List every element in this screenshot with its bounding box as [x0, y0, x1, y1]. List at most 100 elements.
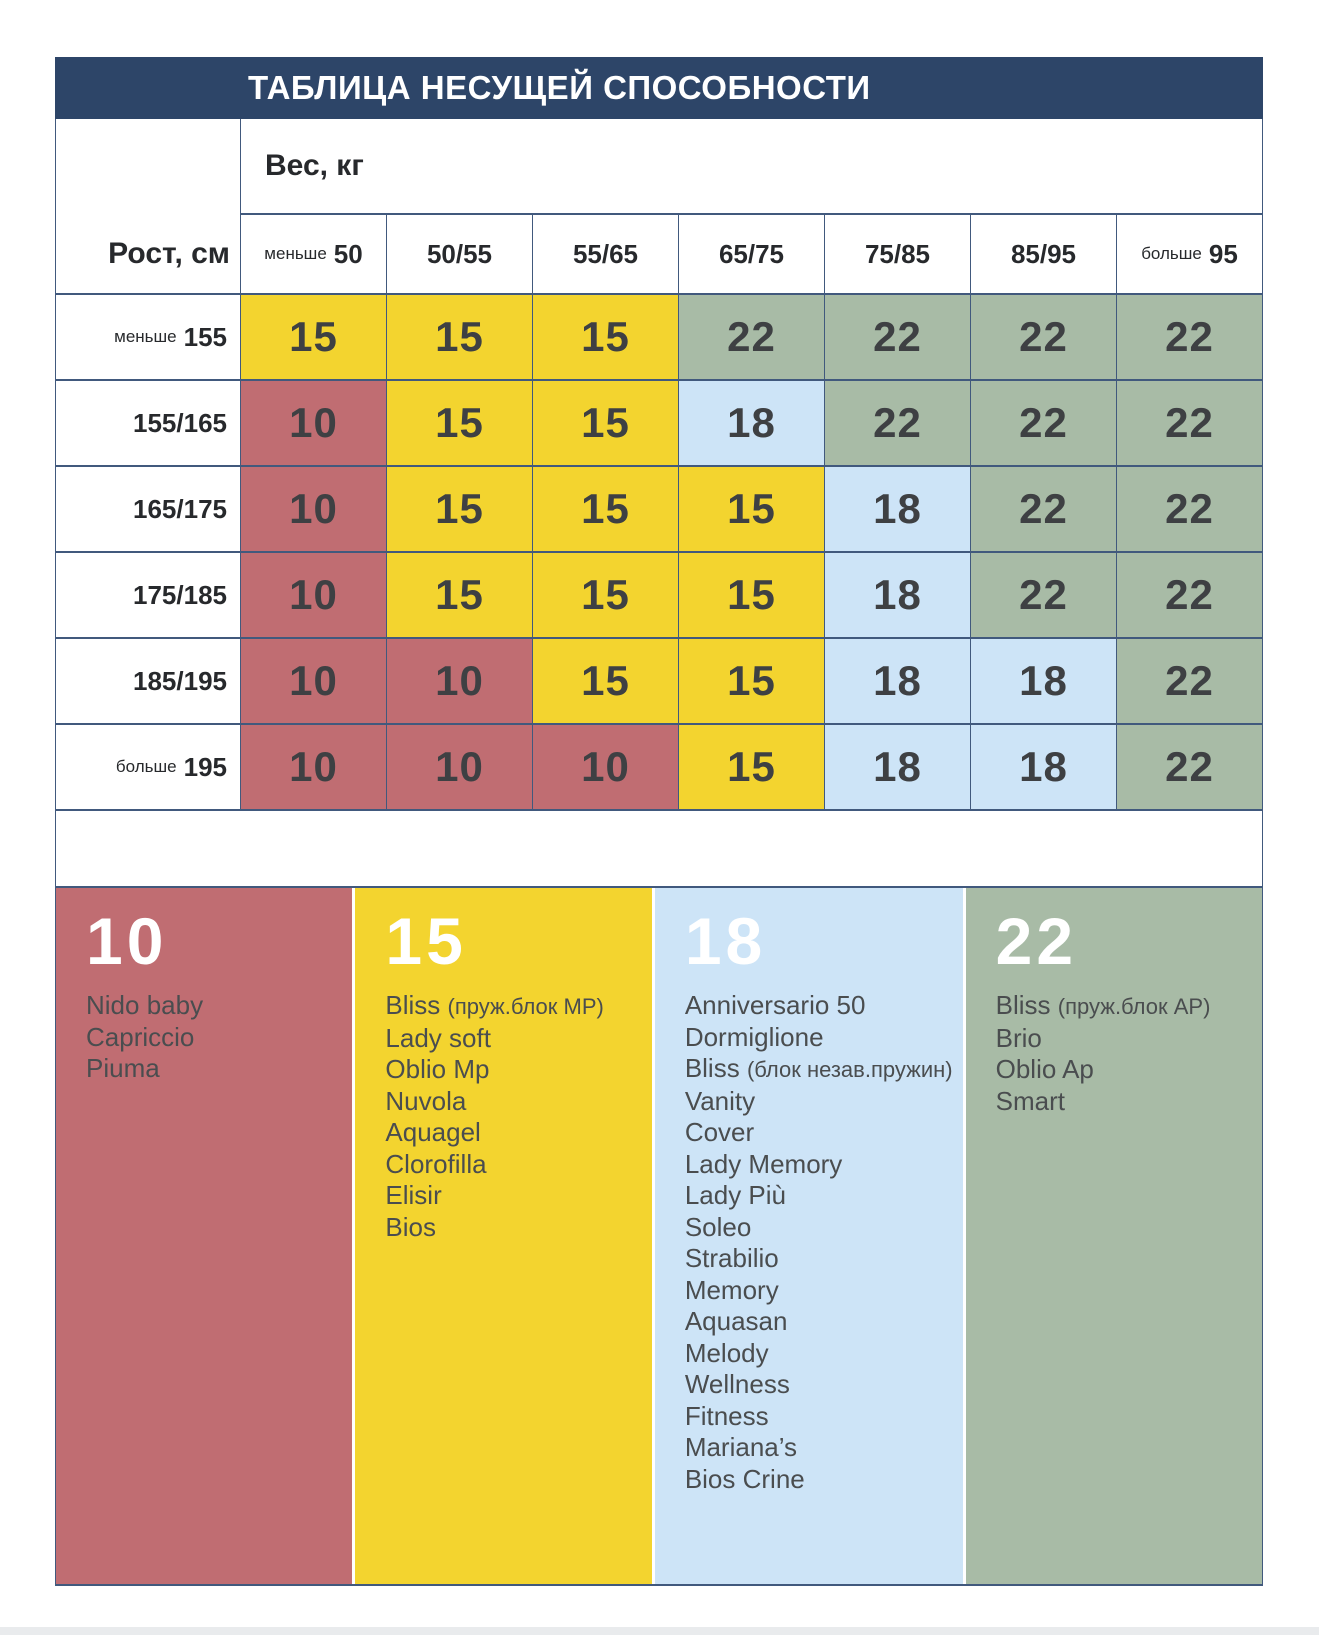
legend-product: Cover — [684, 1117, 755, 1147]
legend-product: Lady Memory — [684, 1148, 843, 1179]
height-row-label: 185/195 — [56, 639, 241, 723]
page: ТАБЛИЦА НЕСУЩЕЙ СПОСОБНОСТИ Вес, кг Рост… — [55, 57, 1263, 1586]
capacity-cell: 10 — [241, 553, 387, 637]
capacity-cell: 15 — [679, 639, 825, 723]
legend-product: Bliss (пруж.блок MP) — [385, 990, 604, 1020]
label-main: 165/175 — [133, 493, 227, 524]
table-row: 155/165 10 15 15 18 22 22 22 — [56, 381, 1262, 467]
height-axis-label: Рост, см — [56, 215, 241, 293]
legend-product-list: Nido baby Capriccio Piuma — [86, 990, 342, 1085]
height-row-label: 175/185 — [56, 553, 241, 637]
legend-product: Fitness — [684, 1400, 769, 1431]
legend-product: Dormiglione — [684, 1021, 824, 1052]
legend-product: Memory — [684, 1274, 779, 1305]
capacity-cell: 22 — [1117, 553, 1262, 637]
capacity-cell: 18 — [971, 725, 1117, 809]
legend-value: 15 — [385, 904, 467, 978]
legend-product: Bios — [385, 1211, 436, 1242]
label-main: 155 — [183, 321, 227, 352]
capacity-cell: 10 — [387, 725, 533, 809]
label-main: 195 — [183, 751, 227, 782]
capacity-cell: 10 — [533, 725, 679, 809]
legend-product: Wellness — [684, 1369, 790, 1399]
capacity-cell: 18 — [825, 725, 971, 809]
capacity-cell: 10 — [241, 381, 387, 465]
label-main: 75/85 — [864, 238, 931, 269]
label-main: 95 — [1208, 238, 1238, 269]
weight-axis-label: Вес, кг — [241, 119, 1262, 215]
label-main: 65/75 — [718, 238, 785, 269]
table-row: 165/175 10 15 15 15 18 22 22 — [56, 467, 1262, 553]
spacer-row — [56, 811, 1262, 888]
weight-column-header: 75/85 — [825, 215, 971, 293]
capacity-cell: 15 — [533, 467, 679, 551]
capacity-cell: 18 — [971, 639, 1117, 723]
capacity-cell: 10 — [241, 725, 387, 809]
legend-product: Vanity — [684, 1085, 756, 1116]
legend-product: Bliss (блок незав.пружин) — [684, 1053, 953, 1083]
legend-product: Melody — [684, 1337, 769, 1368]
capacity-matrix: меньше 155 15 15 15 22 22 22 22 155/165 10 15 15 18 22… — [56, 295, 1262, 811]
capacity-cell: 22 — [1117, 467, 1262, 551]
legend-product: Clorofilla — [385, 1148, 487, 1179]
legend-column: 18 Anniversario 50 Dormiglione Bliss (блок … — [654, 888, 963, 1584]
table-row: меньше 155 15 15 15 22 22 22 22 — [56, 295, 1262, 381]
legend-product-list: Bliss (пруж.блок AP) Brio Oblio Ap Smart — [996, 990, 1252, 1117]
label-prefix: меньше — [114, 327, 177, 346]
corner-cell — [56, 119, 241, 215]
legend-product: Capriccio — [86, 1021, 195, 1052]
legend-product: Bios Crine — [684, 1463, 805, 1494]
legend-product: Nuvola — [385, 1085, 467, 1116]
capacity-cell: 22 — [1117, 381, 1262, 465]
capacity-cell: 15 — [387, 381, 533, 465]
label-main: 50/55 — [426, 238, 493, 269]
capacity-cell: 22 — [825, 295, 971, 379]
label-prefix: больше — [115, 757, 177, 776]
footer-strip — [0, 1627, 1319, 1635]
capacity-cell: 15 — [679, 553, 825, 637]
height-row-label: меньше 155 — [56, 295, 241, 379]
page-title: ТАБЛИЦА НЕСУЩЕЙ СПОСОБНОСТИ — [248, 69, 871, 106]
capacity-cell: 10 — [241, 467, 387, 551]
legend-column: 10 Nido baby Capriccio Piuma — [56, 888, 353, 1584]
capacity-cell: 18 — [679, 381, 825, 465]
capacity-cell: 15 — [679, 467, 825, 551]
legend-product: Oblio Mp — [385, 1054, 490, 1084]
capacity-cell: 22 — [1117, 639, 1262, 723]
capacity-cell: 22 — [971, 553, 1117, 637]
weight-column-header: больше 95 — [1117, 215, 1262, 293]
legend-column: 15 Bliss (пруж.блок MP) Lady soft Oblio Mp N… — [355, 888, 652, 1584]
weight-group-row: Вес, кг — [56, 119, 1262, 215]
capacity-cell: 18 — [825, 467, 971, 551]
label-main: 175/185 — [133, 579, 227, 610]
weight-column-header: 50/55 — [387, 215, 533, 293]
table-row: 185/195 10 10 15 15 18 18 22 — [56, 639, 1262, 725]
capacity-cell: 22 — [1117, 725, 1262, 809]
legend-product: Nido baby — [86, 990, 204, 1020]
legend-product-list: Bliss (пруж.блок MP) Lady soft Oblio Mp Nuv… — [385, 990, 641, 1243]
weight-column-header: 65/75 — [679, 215, 825, 293]
table-row: больше 195 10 10 10 15 18 18 22 — [56, 725, 1262, 811]
label-prefix: меньше — [264, 244, 327, 263]
label-main: 55/65 — [572, 238, 639, 269]
capacity-cell: 22 — [971, 467, 1117, 551]
capacity-cell: 15 — [533, 381, 679, 465]
capacity-cell: 10 — [241, 639, 387, 723]
capacity-cell: 15 — [387, 295, 533, 379]
legend: 10 Nido baby Capriccio Piuma 15 Bliss (пруж.б… — [56, 888, 1263, 1586]
legend-product: Piuma — [86, 1053, 160, 1083]
legend-product: Strabilio — [684, 1243, 779, 1273]
legend-product: Soleo — [684, 1211, 752, 1242]
capacity-cell: 22 — [971, 295, 1117, 379]
legend-product: Mariana’s — [684, 1432, 798, 1462]
label-prefix: больше — [1141, 244, 1202, 263]
capacity-cell: 15 — [533, 639, 679, 723]
capacity-cell: 22 — [679, 295, 825, 379]
legend-product: Smart — [995, 1085, 1065, 1116]
height-row-label: 155/165 — [56, 381, 241, 465]
legend-product: Bliss (пруж.блок AP) — [995, 990, 1211, 1020]
capacity-cell: 15 — [533, 553, 679, 637]
legend-product: Aquasan — [684, 1306, 788, 1336]
capacity-cell: 18 — [825, 553, 971, 637]
capacity-cell: 15 — [387, 467, 533, 551]
